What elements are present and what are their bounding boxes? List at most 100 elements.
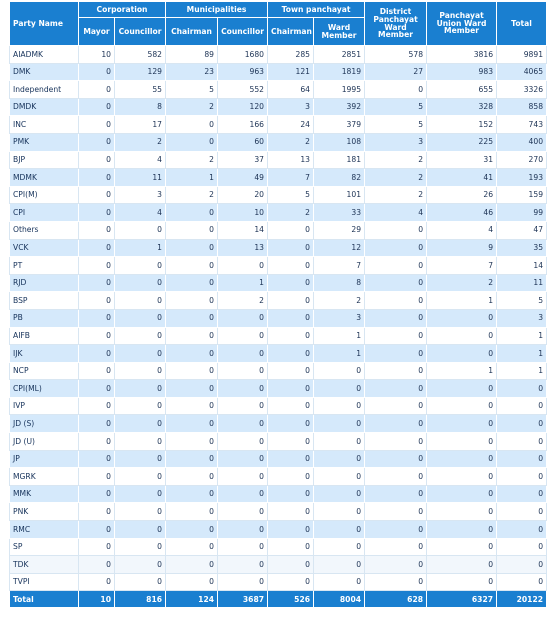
header-municipal-chairman: Chairman xyxy=(165,17,219,46)
table-row: TDK 0 0 0 0 0 0 0 0 0 xyxy=(9,555,548,574)
value-cell: 0 xyxy=(496,414,548,434)
party-name-cell: Independent xyxy=(9,80,79,99)
value-cell: 0 xyxy=(113,220,167,240)
table-row: MMK 0 0 0 0 0 0 0 0 0 xyxy=(9,484,548,504)
value-cell: 0 xyxy=(78,484,115,504)
table-row: VCK 0 1 0 13 0 12 0 9 35 xyxy=(9,238,548,258)
party-name-cell: VCK xyxy=(9,238,79,258)
table-row: DMK 0 129 23 963 121 1819 27 983 4065 xyxy=(9,62,548,82)
value-cell: 400 xyxy=(496,132,548,152)
value-cell: 10 xyxy=(217,203,269,222)
value-cell: 121 xyxy=(267,62,315,82)
value-cell: 0 xyxy=(313,555,366,574)
value-cell: 14 xyxy=(496,256,548,275)
value-cell: 0 xyxy=(78,185,115,205)
value-cell: 552 xyxy=(217,80,269,99)
value-cell: 46 xyxy=(426,203,498,222)
table-row: BSP 0 0 0 2 0 2 0 1 5 xyxy=(9,291,548,310)
header-row-subcolumns: Mayor Councillor Chairman Councillor Cha… xyxy=(10,17,547,46)
table-row: INC 0 17 0 166 24 379 5 152 743 xyxy=(9,115,548,134)
value-cell: 0 xyxy=(217,449,269,469)
party-name-cell: AIFB xyxy=(9,326,79,346)
party-name-cell: MGRK xyxy=(9,467,79,486)
value-cell: 1 xyxy=(313,326,366,346)
value-cell: 0 xyxy=(113,502,167,522)
value-cell: 3326 xyxy=(496,80,548,99)
value-cell: 11 xyxy=(496,273,548,293)
table-row: TVPI 0 0 0 0 0 0 0 0 0 xyxy=(9,572,548,592)
value-cell: 1 xyxy=(496,326,548,346)
value-cell: 0 xyxy=(426,414,498,434)
value-cell: 0 xyxy=(217,520,269,539)
value-cell: 0 xyxy=(165,555,219,574)
value-cell: 0 xyxy=(267,344,315,363)
value-cell: 64 xyxy=(267,80,315,99)
value-cell: 0 xyxy=(78,132,115,152)
value-cell: 2 xyxy=(165,97,219,117)
header-municipalities: Municipalities xyxy=(165,1,269,18)
value-cell: 0 xyxy=(217,572,269,592)
value-cell: 9 xyxy=(426,238,498,258)
value-cell: 0 xyxy=(78,62,115,82)
value-cell: 0 xyxy=(165,467,219,486)
value-cell: 0 xyxy=(313,537,366,557)
value-cell: 0 xyxy=(165,379,219,398)
value-cell: 0 xyxy=(165,484,219,504)
header-district-panchayat: District Panchayat Ward Member xyxy=(364,1,428,46)
value-cell: 0 xyxy=(78,537,115,557)
value-cell: 983 xyxy=(426,62,498,82)
value-cell: 4 xyxy=(113,150,167,170)
value-cell: 0 xyxy=(313,572,366,592)
value-cell: 0 xyxy=(217,361,269,381)
value-cell: 4065 xyxy=(496,62,548,82)
value-cell: 0 xyxy=(267,502,315,522)
total-cell: 3687 xyxy=(217,590,269,609)
value-cell: 0 xyxy=(113,344,167,363)
table-row: RMC 0 0 0 0 0 0 0 0 0 xyxy=(9,520,548,539)
value-cell: 0 xyxy=(267,555,315,574)
value-cell: 99 xyxy=(496,203,548,222)
value-cell: 0 xyxy=(267,379,315,398)
value-cell: 0 xyxy=(78,555,115,574)
header-row-groups: Party Name Corporation Municipalities To… xyxy=(9,1,548,46)
value-cell: 0 xyxy=(364,502,428,522)
value-cell: 0 xyxy=(113,291,167,310)
value-cell: 193 xyxy=(496,168,548,187)
value-cell: 0 xyxy=(217,467,269,486)
total-cell: 10 xyxy=(78,590,115,609)
value-cell: 0 xyxy=(496,520,548,539)
value-cell: 0 xyxy=(113,256,167,275)
party-name-cell: JD (U) xyxy=(9,432,79,451)
value-cell: 392 xyxy=(313,97,366,117)
value-cell: 1 xyxy=(313,344,366,363)
value-cell: 0 xyxy=(165,308,219,328)
value-cell: 0 xyxy=(78,502,115,522)
value-cell: 12 xyxy=(313,238,366,258)
value-cell: 0 xyxy=(78,80,115,99)
value-cell: 0 xyxy=(78,238,115,258)
party-name-cell: INC xyxy=(9,115,79,134)
value-cell: 0 xyxy=(113,326,167,346)
total-cell: 6327 xyxy=(426,590,498,609)
value-cell: 11 xyxy=(113,168,167,187)
value-cell: 2 xyxy=(217,291,269,310)
value-cell: 0 xyxy=(113,414,167,434)
value-cell: 159 xyxy=(496,185,548,205)
value-cell: 7 xyxy=(267,168,315,187)
value-cell: 41 xyxy=(426,168,498,187)
value-cell: 0 xyxy=(364,361,428,381)
value-cell: 0 xyxy=(165,396,219,416)
value-cell: 858 xyxy=(496,97,548,117)
value-cell: 0 xyxy=(267,484,315,504)
value-cell: 655 xyxy=(426,80,498,99)
value-cell: 0 xyxy=(267,432,315,451)
value-cell: 0 xyxy=(113,273,167,293)
value-cell: 0 xyxy=(364,308,428,328)
party-name-cell: TDK xyxy=(9,555,79,574)
table-row: PT 0 0 0 0 0 7 0 7 14 xyxy=(9,256,548,275)
value-cell: 166 xyxy=(217,115,269,134)
table-row: CPI(M) 0 3 2 20 5 101 2 26 159 xyxy=(9,185,548,205)
value-cell: 0 xyxy=(267,238,315,258)
value-cell: 0 xyxy=(426,520,498,539)
table-row: DMDK 0 8 2 120 3 392 5 328 858 xyxy=(9,97,548,117)
